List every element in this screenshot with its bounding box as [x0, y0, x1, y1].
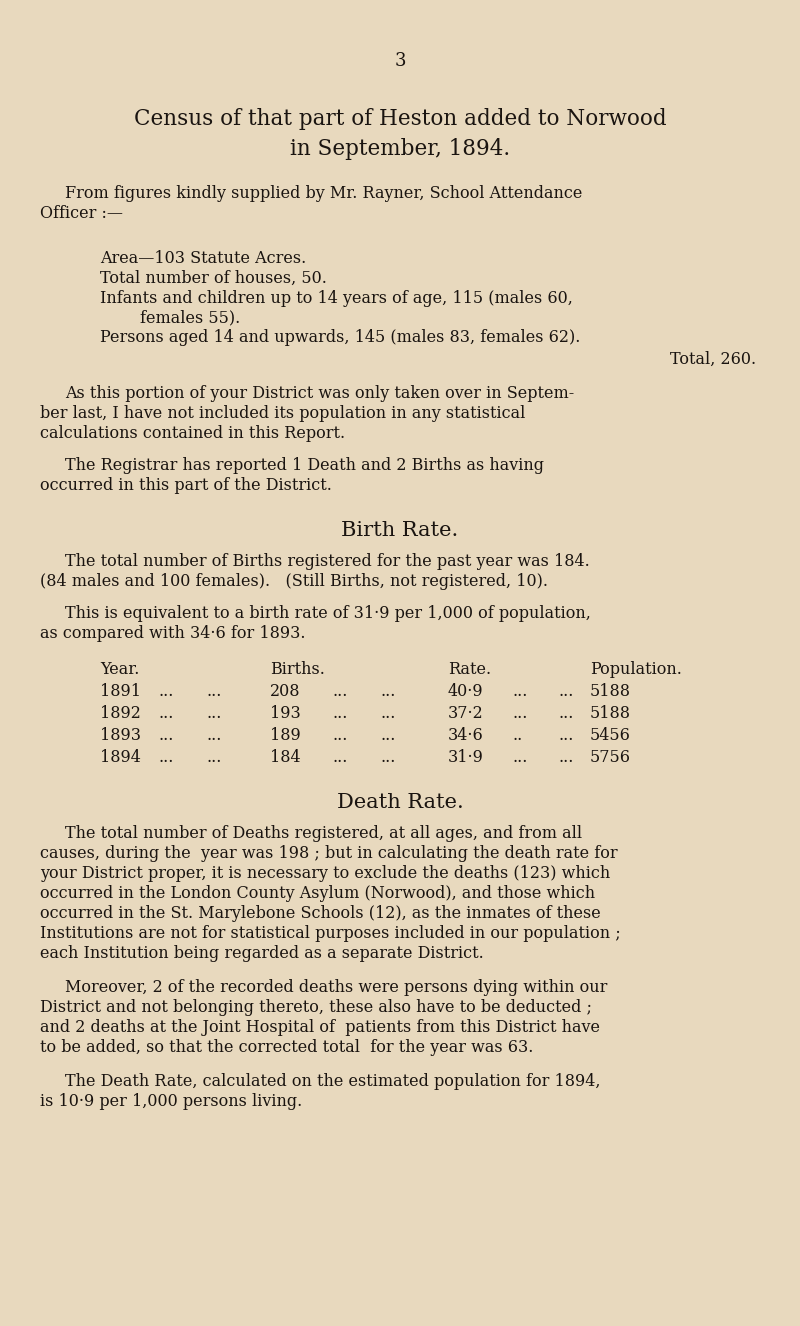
Text: females 55).: females 55). [140, 309, 240, 326]
Text: ...: ... [332, 705, 347, 721]
Text: 5188: 5188 [590, 705, 631, 721]
Text: ...: ... [558, 727, 574, 744]
Text: 31·9: 31·9 [448, 749, 484, 766]
Text: ...: ... [512, 749, 527, 766]
Text: and 2 deaths at the Joint Hospital of  patients from this District have: and 2 deaths at the Joint Hospital of pa… [40, 1018, 600, 1036]
Text: ...: ... [158, 749, 174, 766]
Text: 1893: 1893 [100, 727, 141, 744]
Text: ber last, I have not included its population in any statistical: ber last, I have not included its popula… [40, 404, 526, 422]
Text: Population.: Population. [590, 660, 682, 678]
Text: ...: ... [512, 683, 527, 700]
Text: 184: 184 [270, 749, 301, 766]
Text: The Registrar has reported 1 Death and 2 Births as having: The Registrar has reported 1 Death and 2… [65, 457, 544, 473]
Text: to be added, so that the corrected total  for the year was 63.: to be added, so that the corrected total… [40, 1040, 534, 1055]
Text: ...: ... [512, 705, 527, 721]
Text: ...: ... [206, 727, 222, 744]
Text: ...: ... [206, 705, 222, 721]
Text: 40·9: 40·9 [448, 683, 484, 700]
Text: in September, 1894.: in September, 1894. [290, 138, 510, 160]
Text: The total number of Deaths registered, at all ages, and from all: The total number of Deaths registered, a… [65, 825, 582, 842]
Text: ...: ... [558, 705, 574, 721]
Text: District and not belonging thereto, these also have to be deducted ;: District and not belonging thereto, thes… [40, 998, 592, 1016]
Text: ...: ... [380, 727, 395, 744]
Text: Year.: Year. [100, 660, 139, 678]
Text: The Death Rate, calculated on the estimated population for 1894,: The Death Rate, calculated on the estima… [65, 1073, 601, 1090]
Text: Births.: Births. [270, 660, 325, 678]
Text: Total number of houses, 50.: Total number of houses, 50. [100, 271, 327, 286]
Text: ...: ... [332, 683, 347, 700]
Text: Death Rate.: Death Rate. [337, 793, 463, 812]
Text: The total number of Births registered for the past year was 184.: The total number of Births registered fo… [65, 553, 590, 570]
Text: your District proper, it is necessary to exclude the deaths (123) which: your District proper, it is necessary to… [40, 865, 610, 882]
Text: Moreover, 2 of the recorded deaths were persons dying within our: Moreover, 2 of the recorded deaths were … [65, 979, 607, 996]
Text: 193: 193 [270, 705, 301, 721]
Text: (84 males and 100 females).   (Still Births, not registered, 10).: (84 males and 100 females). (Still Birth… [40, 573, 548, 590]
Text: ...: ... [380, 749, 395, 766]
Text: occurred in this part of the District.: occurred in this part of the District. [40, 477, 332, 495]
Text: Officer :—: Officer :— [40, 206, 123, 221]
Text: Institutions are not for statistical purposes included in our population ;: Institutions are not for statistical pur… [40, 926, 621, 941]
Text: Persons aged 14 and upwards, 145 (males 83, females 62).: Persons aged 14 and upwards, 145 (males … [100, 329, 580, 346]
Text: is 10·9 per 1,000 persons living.: is 10·9 per 1,000 persons living. [40, 1093, 302, 1110]
Text: ...: ... [332, 749, 347, 766]
Text: 37·2: 37·2 [448, 705, 484, 721]
Text: 189: 189 [270, 727, 301, 744]
Text: 5188: 5188 [590, 683, 631, 700]
Text: ...: ... [206, 749, 222, 766]
Text: occurred in the St. Marylebone Schools (12), as the inmates of these: occurred in the St. Marylebone Schools (… [40, 906, 601, 922]
Text: ...: ... [158, 727, 174, 744]
Text: ...: ... [558, 683, 574, 700]
Text: 1891: 1891 [100, 683, 141, 700]
Text: calculations contained in this Report.: calculations contained in this Report. [40, 426, 345, 442]
Text: 1894: 1894 [100, 749, 141, 766]
Text: ...: ... [380, 683, 395, 700]
Text: 3: 3 [394, 52, 406, 70]
Text: each Institution being regarded as a separate District.: each Institution being regarded as a sep… [40, 945, 484, 961]
Text: ...: ... [380, 705, 395, 721]
Text: ...: ... [158, 683, 174, 700]
Text: ..: .. [512, 727, 522, 744]
Text: ...: ... [206, 683, 222, 700]
Text: as compared with 34·6 for 1893.: as compared with 34·6 for 1893. [40, 625, 306, 642]
Text: Area—103 Statute Acres.: Area—103 Statute Acres. [100, 251, 306, 267]
Text: ...: ... [332, 727, 347, 744]
Text: 34·6: 34·6 [448, 727, 484, 744]
Text: 5456: 5456 [590, 727, 631, 744]
Text: ...: ... [558, 749, 574, 766]
Text: Total, 260.: Total, 260. [670, 351, 756, 369]
Text: Infants and children up to 14 years of age, 115 (males 60,: Infants and children up to 14 years of a… [100, 290, 573, 308]
Text: From figures kindly supplied by Mr. Rayner, School Attendance: From figures kindly supplied by Mr. Rayn… [65, 186, 582, 202]
Text: 208: 208 [270, 683, 301, 700]
Text: Rate.: Rate. [448, 660, 491, 678]
Text: Birth Rate.: Birth Rate. [342, 521, 458, 540]
Text: Census of that part of Heston added to Norwood: Census of that part of Heston added to N… [134, 107, 666, 130]
Text: causes, during the  year was 198 ; but in calculating the death rate for: causes, during the year was 198 ; but in… [40, 845, 618, 862]
Text: occurred in the London County Asylum (Norwood), and those which: occurred in the London County Asylum (No… [40, 884, 595, 902]
Text: ...: ... [158, 705, 174, 721]
Text: 1892: 1892 [100, 705, 141, 721]
Text: 5756: 5756 [590, 749, 631, 766]
Text: This is equivalent to a birth rate of 31·9 per 1,000 of population,: This is equivalent to a birth rate of 31… [65, 605, 591, 622]
Text: As this portion of your District was only taken over in Septem-: As this portion of your District was onl… [65, 385, 574, 402]
